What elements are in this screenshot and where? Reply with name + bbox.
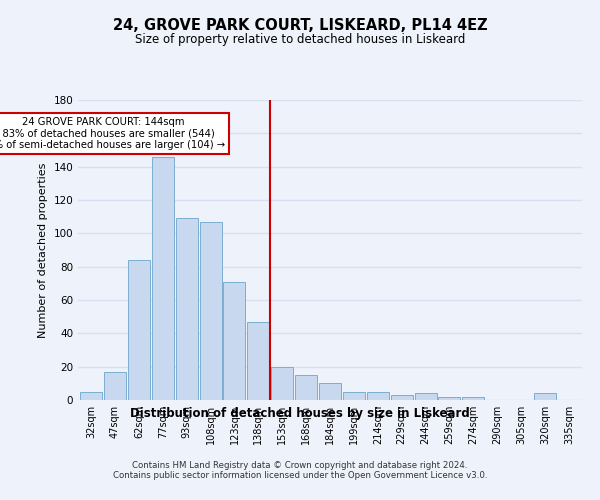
Y-axis label: Number of detached properties: Number of detached properties xyxy=(38,162,48,338)
Text: 24 GROVE PARK COURT: 144sqm
← 83% of detached houses are smaller (544)
16% of se: 24 GROVE PARK COURT: 144sqm ← 83% of det… xyxy=(0,116,225,150)
Bar xyxy=(152,156,174,400)
Bar xyxy=(247,322,269,400)
Bar xyxy=(439,396,460,400)
Text: Distribution of detached houses by size in Liskeard: Distribution of detached houses by size … xyxy=(130,408,470,420)
Bar xyxy=(367,392,389,400)
Text: Size of property relative to detached houses in Liskeard: Size of property relative to detached ho… xyxy=(135,32,465,46)
Bar xyxy=(271,366,293,400)
Bar xyxy=(223,282,245,400)
Text: 24, GROVE PARK COURT, LISKEARD, PL14 4EZ: 24, GROVE PARK COURT, LISKEARD, PL14 4EZ xyxy=(113,18,487,32)
Bar xyxy=(534,394,556,400)
Bar xyxy=(463,396,484,400)
Bar xyxy=(343,392,365,400)
Bar xyxy=(104,372,126,400)
Bar xyxy=(295,375,317,400)
Bar xyxy=(176,218,197,400)
Bar xyxy=(128,260,150,400)
Text: Contains HM Land Registry data © Crown copyright and database right 2024.
Contai: Contains HM Land Registry data © Crown c… xyxy=(113,460,487,480)
Bar xyxy=(415,394,437,400)
Bar xyxy=(80,392,102,400)
Bar xyxy=(319,384,341,400)
Bar xyxy=(391,395,413,400)
Bar xyxy=(200,222,221,400)
